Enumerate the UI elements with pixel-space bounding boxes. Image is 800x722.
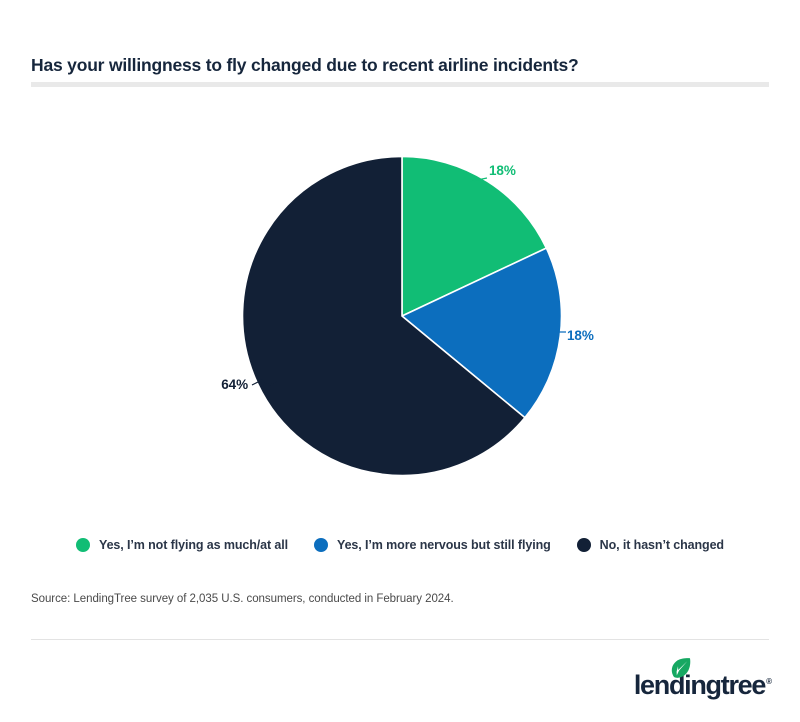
chart-legend: Yes, I’m not flying as much/at all Yes, I… xyxy=(0,538,800,552)
logo-wordmark: lendingtree xyxy=(633,670,767,700)
pie-chart: 18% 18% 64% xyxy=(221,155,594,477)
trademark-symbol: ® xyxy=(766,677,772,686)
legend-swatch-icon xyxy=(576,538,591,552)
pie-leader-line xyxy=(458,177,488,195)
pie-slice-label: 18% xyxy=(489,163,516,178)
legend-item[interactable]: Yes, I’m more nervous but still flying xyxy=(314,538,551,552)
pie-slice xyxy=(401,155,548,318)
page-title: Has your willingness to fly changed due … xyxy=(31,54,579,75)
pie-slice xyxy=(241,155,527,477)
lendingtree-logo: lendingtree ® xyxy=(633,658,772,700)
legend-item-label: Yes, I’m more nervous but still flying xyxy=(337,538,551,552)
pie-chart-svg: 18% 18% 64% xyxy=(221,155,594,477)
source-note: Source: LendingTree survey of 2,035 U.S.… xyxy=(31,593,454,605)
pie-leader-line-group xyxy=(251,177,566,386)
footer-divider xyxy=(31,639,769,640)
pie-slice-label: 18% xyxy=(567,328,594,343)
legend-item[interactable]: Yes, I’m not flying as much/at all xyxy=(76,538,288,552)
pie-leader-line xyxy=(251,379,279,386)
pie-slice-group xyxy=(241,155,563,477)
legend-swatch-icon xyxy=(76,538,91,552)
pie-label-group: 18% 18% 64% xyxy=(221,163,594,392)
legend-item-label: No, it hasn’t changed xyxy=(599,538,724,552)
pie-leader-line xyxy=(547,331,566,339)
legend-swatch-icon xyxy=(314,538,329,552)
leaf-icon xyxy=(671,658,691,678)
pie-slice-label: 64% xyxy=(221,377,248,392)
legend-item-label: Yes, I’m not flying as much/at all xyxy=(99,538,289,552)
legend-item[interactable]: No, it hasn’t changed xyxy=(576,538,724,552)
pie-slice xyxy=(400,247,563,419)
title-divider xyxy=(31,82,769,87)
